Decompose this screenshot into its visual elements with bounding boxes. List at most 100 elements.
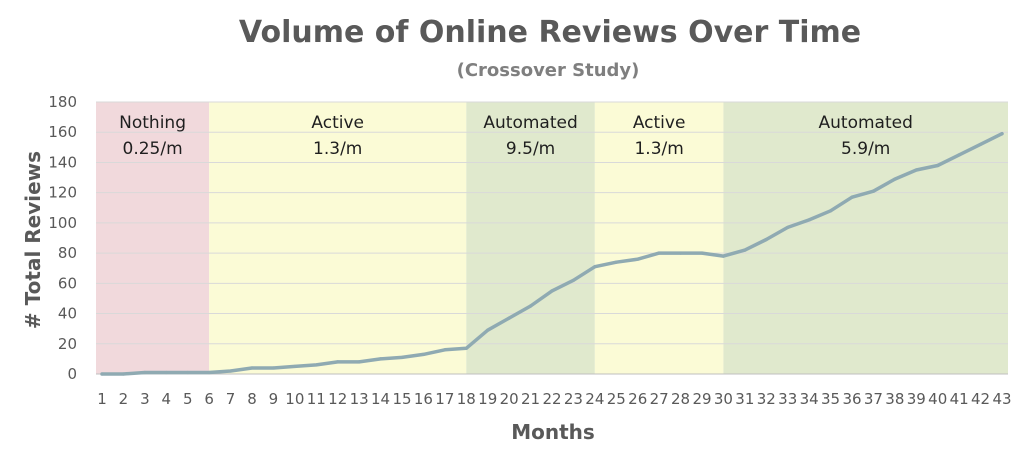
data-point	[421, 352, 426, 356]
phase-rate-label: 9.5/m	[506, 139, 555, 159]
data-point	[850, 195, 854, 199]
y-tick-label: 180	[48, 93, 77, 111]
y-tick-label: 40	[58, 305, 77, 323]
phase-name-label: Automated	[483, 113, 577, 133]
gridlines	[96, 101, 1008, 375]
data-point	[871, 189, 876, 193]
data-point	[378, 357, 383, 361]
data-point	[893, 177, 897, 181]
phase-name-label: Automated	[819, 113, 913, 133]
x-tick-label: 7	[226, 390, 236, 408]
phase-region-1	[96, 102, 210, 374]
data-point	[721, 254, 726, 258]
phase-region-2	[209, 102, 467, 374]
data-point	[357, 360, 361, 364]
y-tick-label: 100	[48, 214, 77, 232]
y-tick-label: 120	[48, 184, 77, 202]
x-tick-label: 16	[414, 390, 433, 408]
data-point	[678, 251, 683, 255]
x-tick-label: 13	[350, 390, 369, 408]
phase-name-label: Active	[311, 113, 364, 133]
x-tick-label: 26	[628, 390, 647, 408]
data-point	[957, 153, 961, 157]
x-tick-label: 31	[735, 390, 754, 408]
data-point	[828, 209, 833, 213]
data-point	[443, 348, 447, 352]
phase-rate-label: 0.25/m	[123, 139, 183, 159]
phase-region-4	[594, 102, 724, 374]
phase-name-label: Nothing	[119, 113, 186, 133]
y-tick-label: 20	[58, 335, 77, 353]
data-point	[228, 369, 233, 373]
x-tick-label: 39	[907, 390, 926, 408]
x-tick-label: 33	[778, 390, 797, 408]
data-point	[271, 366, 276, 370]
x-tick-label: 30	[714, 390, 733, 408]
data-point	[250, 366, 254, 370]
phase-rate-label: 1.3/m	[313, 139, 362, 159]
x-tick-label: 21	[521, 390, 540, 408]
data-point	[914, 168, 918, 172]
x-tick-label: 22	[542, 390, 561, 408]
x-axis-title: Months	[511, 420, 595, 444]
x-tick-label: 38	[885, 390, 904, 408]
x-tick-label: 1	[97, 390, 107, 408]
data-point	[314, 363, 318, 367]
data-point	[486, 328, 490, 332]
data-point	[636, 257, 640, 261]
phase-rate-label: 1.3/m	[634, 139, 683, 159]
x-tick-label: 14	[371, 390, 390, 408]
x-tick-label: 6	[204, 390, 214, 408]
x-tick-label: 8	[247, 390, 257, 408]
x-tick-label: 36	[842, 390, 861, 408]
x-tick-label: 23	[564, 390, 583, 408]
data-point	[700, 251, 704, 255]
data-point	[507, 316, 511, 320]
x-tick-label: 42	[971, 390, 990, 408]
data-point	[121, 372, 126, 376]
x-tick-label: 37	[864, 390, 883, 408]
x-tick-label: 4	[162, 390, 172, 408]
data-point	[764, 237, 768, 242]
y-tick-label: 0	[67, 365, 77, 383]
data-point	[550, 289, 554, 293]
x-tick-label: 34	[800, 390, 819, 408]
data-point	[571, 278, 576, 282]
x-tick-label: 17	[435, 390, 454, 408]
x-tick-label: 15	[392, 390, 411, 408]
phase-name-label: Active	[633, 113, 686, 133]
data-point	[293, 364, 297, 369]
x-tick-label: 25	[607, 390, 626, 408]
x-tick-label: 41	[950, 390, 969, 408]
x-tick-label: 40	[928, 390, 947, 408]
chart-title: Volume of Online Reviews Over Time	[239, 15, 861, 50]
phase-rate-label: 5.9/m	[841, 139, 890, 159]
data-point	[593, 265, 597, 269]
x-tick-label: 2	[119, 390, 129, 408]
chart-subtitle: (Crossover Study)	[457, 60, 640, 81]
y-tick-label: 60	[58, 274, 77, 292]
y-tick-label: 80	[58, 244, 77, 262]
data-point	[143, 370, 147, 375]
y-tick-label: 160	[48, 123, 77, 141]
data-point	[807, 218, 811, 222]
data-point	[743, 248, 747, 252]
x-tick-label: 35	[821, 390, 840, 408]
x-tick-label: 27	[650, 390, 669, 408]
data-point	[1000, 132, 1004, 136]
data-point	[464, 346, 468, 350]
x-tick-label: 24	[585, 390, 604, 408]
x-tick-label: 12	[328, 390, 347, 408]
x-tick-label: 19	[478, 390, 497, 408]
data-point	[614, 260, 618, 264]
x-tick-label: 9	[269, 390, 279, 408]
data-point	[164, 370, 168, 375]
data-point	[400, 355, 404, 359]
data-point	[936, 163, 940, 168]
data-point	[657, 251, 661, 255]
data-point	[336, 360, 340, 364]
data-point	[786, 225, 790, 230]
data-point	[186, 370, 190, 375]
